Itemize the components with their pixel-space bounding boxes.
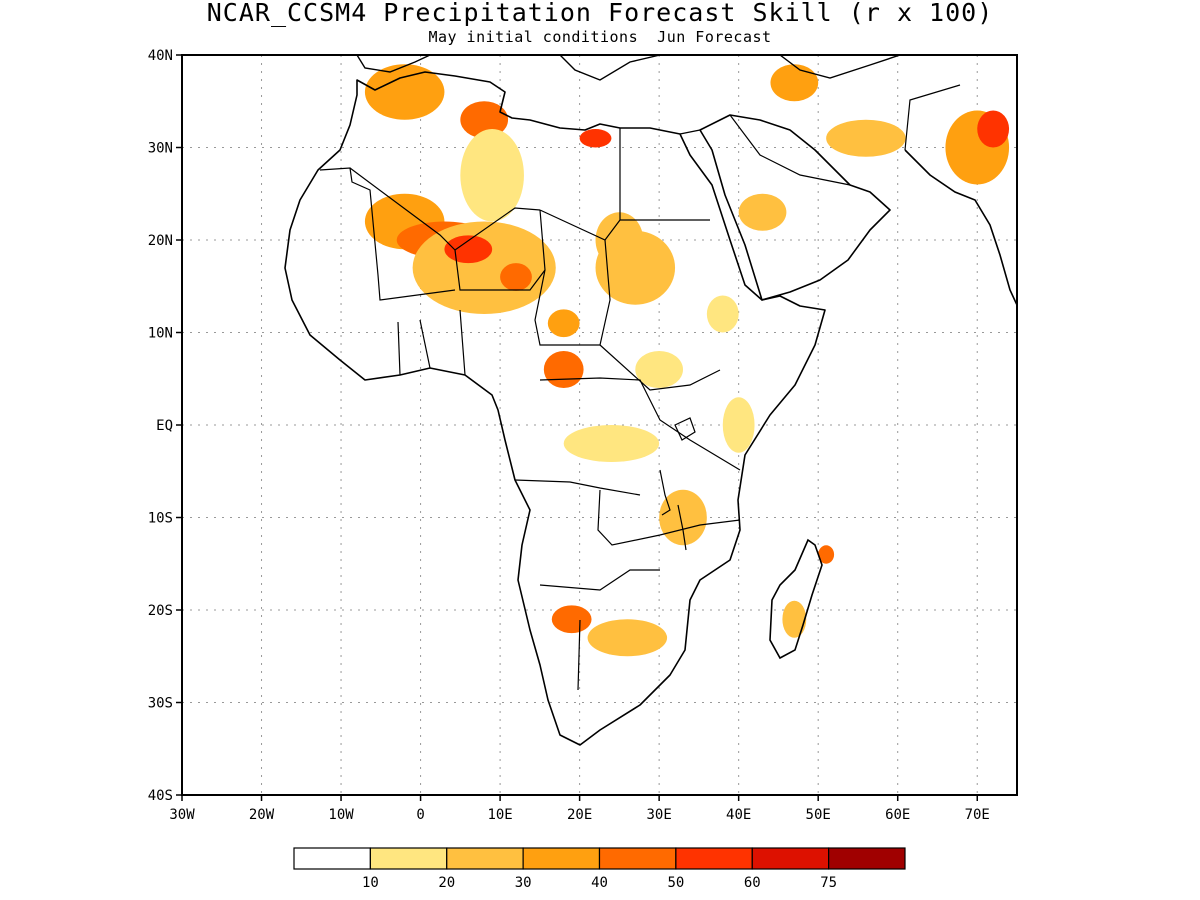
x-tick-label-8: 50E: [806, 807, 831, 823]
skill-region-19: [818, 545, 835, 564]
y-tick-label-0: 40N: [148, 48, 173, 64]
skill-region-3: [412, 221, 556, 314]
skill-region-17: [587, 619, 668, 657]
colorbar-swatch-7: [828, 847, 906, 870]
skill-region-21: [826, 119, 906, 157]
x-tick-label-3: 0: [416, 807, 424, 823]
lake-tanganyika: [659, 469, 671, 516]
skill-region-14: [722, 397, 755, 453]
colorbar-swatch-4: [598, 847, 677, 870]
skill-region-0: [364, 64, 445, 120]
y-tick-label-4: EQ: [156, 418, 173, 434]
map-title: NCAR_CCSM4 Precipitation Forecast Skill …: [206, 0, 994, 27]
x-tick-label-1: 20W: [249, 807, 275, 823]
y-tick-label-7: 30S: [148, 696, 173, 712]
colorbar-label-1: 20: [438, 875, 455, 891]
arabia-coastline: [699, 114, 891, 301]
colorbar-swatch-5: [675, 847, 753, 870]
x-tick-label-6: 30E: [646, 807, 671, 823]
skill-region-20: [738, 193, 787, 231]
coastlines-and-borders: [284, 55, 1017, 746]
skill-region-6: [460, 101, 509, 139]
country-borders: [319, 84, 961, 691]
y-tick-label-1: 30N: [148, 141, 173, 157]
map-subtitle: May initial conditions Jun Forecast: [428, 28, 772, 46]
lake-victoria: [674, 417, 696, 441]
colorbar-label-0: 10: [362, 875, 379, 891]
colorbar-label-4: 50: [667, 875, 684, 891]
skill-region-8: [460, 129, 524, 222]
colorbar-swatch-3: [522, 847, 601, 870]
colorbar-swatch-2: [446, 847, 524, 870]
skill-region-16: [551, 605, 592, 634]
colorbar-label-2: 30: [515, 875, 532, 891]
skill-region-7: [579, 129, 612, 148]
colorbar-label-3: 40: [591, 875, 608, 891]
skill-region-13: [635, 351, 684, 388]
colorbar-swatch-0: [293, 847, 371, 870]
skill-region-12: [563, 425, 660, 462]
x-tick-label-5: 20E: [567, 807, 592, 823]
colorbar-label-6: 75: [820, 875, 837, 891]
colorbar-swatch-6: [751, 847, 830, 870]
x-tick-label-0: 30W: [169, 807, 195, 823]
skill-region-24: [977, 110, 1010, 148]
x-tick-label-2: 10W: [328, 807, 354, 823]
skill-region-25: [706, 295, 739, 333]
skill-region-11: [543, 351, 584, 388]
europe-coastline: [356, 55, 901, 81]
x-tick-label-9: 60E: [885, 807, 910, 823]
y-tick-label-2: 20N: [148, 233, 173, 249]
madagascar-outline: [769, 538, 823, 660]
skill-region-4: [444, 235, 493, 264]
x-tick-label-7: 40E: [726, 807, 751, 823]
skill-region-10: [547, 309, 580, 338]
y-tick-label-3: 10N: [148, 326, 173, 342]
skill-region-18: [782, 600, 807, 638]
skill-shading: [364, 64, 1010, 657]
lake-malawi: [677, 504, 687, 551]
colorbar-label-5: 60: [744, 875, 761, 891]
skill-region-15: [659, 489, 707, 546]
x-tick-label-4: 10E: [487, 807, 512, 823]
africa-coastline: [284, 71, 826, 746]
skill-region-26: [595, 212, 644, 268]
axis-ticks: 30W 20W 10W 0 10E 20E 30E 40E 50E 60E 70E 40N 30N 20N…: [148, 48, 990, 823]
colorbar: 10 20 30 40 50 60 75: [293, 847, 906, 891]
y-tick-label-6: 20S: [148, 603, 173, 619]
skill-region-22: [770, 64, 819, 102]
y-tick-label-5: 10S: [148, 511, 173, 527]
y-tick-label-8: 40S: [148, 788, 173, 804]
x-tick-label-10: 70E: [965, 807, 990, 823]
colorbar-swatch-1: [369, 847, 448, 870]
skill-region-5: [500, 263, 532, 291]
grid-lines: [182, 55, 1017, 795]
south-asia-coastline: [904, 149, 1017, 306]
